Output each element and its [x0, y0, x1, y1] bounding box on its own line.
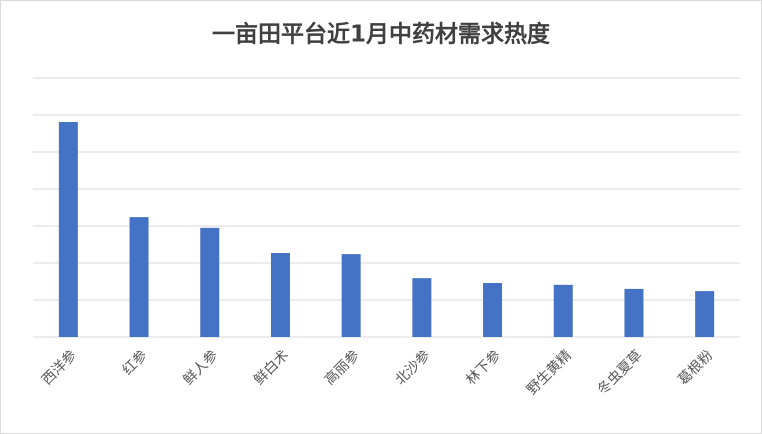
bar	[200, 227, 220, 337]
bar	[483, 282, 503, 337]
bar	[341, 254, 361, 337]
bar	[695, 291, 715, 337]
chart-title: 一亩田平台近1月中药材需求热度	[212, 21, 551, 48]
bar	[624, 288, 644, 337]
bar	[270, 253, 290, 337]
bar	[58, 122, 78, 337]
bar	[412, 278, 432, 337]
bar	[553, 284, 573, 337]
bar	[129, 217, 149, 337]
